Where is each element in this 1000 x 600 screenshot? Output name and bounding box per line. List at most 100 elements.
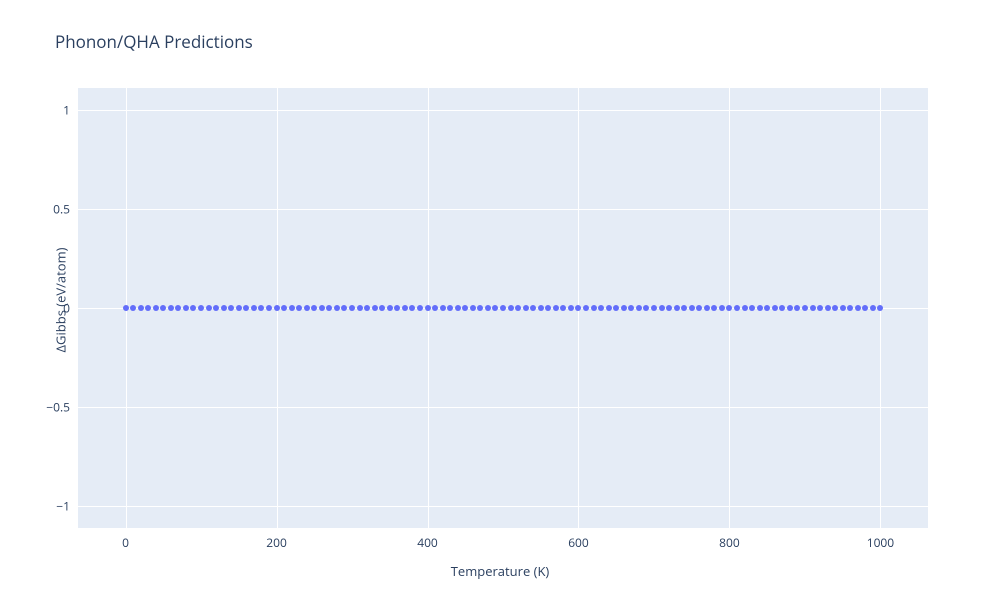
data-point[interactable] — [606, 305, 612, 311]
data-point[interactable] — [530, 305, 536, 311]
data-point[interactable] — [402, 305, 408, 311]
data-point[interactable] — [387, 305, 393, 311]
data-point[interactable] — [123, 305, 129, 311]
data-point[interactable] — [281, 305, 287, 311]
data-point[interactable] — [160, 305, 166, 311]
data-point[interactable] — [243, 305, 249, 311]
data-point[interactable] — [462, 305, 468, 311]
data-point[interactable] — [258, 305, 264, 311]
data-point[interactable] — [636, 305, 642, 311]
data-point[interactable] — [757, 305, 763, 311]
data-point[interactable] — [417, 305, 423, 311]
data-point[interactable] — [153, 305, 159, 311]
data-point[interactable] — [628, 305, 634, 311]
data-point[interactable] — [734, 305, 740, 311]
data-point[interactable] — [810, 305, 816, 311]
data-point[interactable] — [621, 305, 627, 311]
data-point[interactable] — [840, 305, 846, 311]
data-point[interactable] — [130, 305, 136, 311]
data-point[interactable] — [221, 305, 227, 311]
data-point[interactable] — [545, 305, 551, 311]
data-point[interactable] — [787, 305, 793, 311]
data-point[interactable] — [779, 305, 785, 311]
data-point[interactable] — [183, 305, 189, 311]
data-point[interactable] — [311, 305, 317, 311]
data-point[interactable] — [492, 305, 498, 311]
data-point[interactable] — [175, 305, 181, 311]
data-point[interactable] — [689, 305, 695, 311]
data-point[interactable] — [409, 305, 415, 311]
data-point[interactable] — [236, 305, 242, 311]
data-point[interactable] — [726, 305, 732, 311]
data-point[interactable] — [817, 305, 823, 311]
data-point[interactable] — [379, 305, 385, 311]
data-point[interactable] — [568, 305, 574, 311]
data-point[interactable] — [508, 305, 514, 311]
data-point[interactable] — [825, 305, 831, 311]
data-point[interactable] — [198, 305, 204, 311]
data-point[interactable] — [326, 305, 332, 311]
data-point[interactable] — [394, 305, 400, 311]
data-point[interactable] — [455, 305, 461, 311]
data-point[interactable] — [274, 305, 280, 311]
data-point[interactable] — [704, 305, 710, 311]
data-point[interactable] — [304, 305, 310, 311]
data-point[interactable] — [674, 305, 680, 311]
data-point[interactable] — [349, 305, 355, 311]
data-point[interactable] — [470, 305, 476, 311]
data-point[interactable] — [357, 305, 363, 311]
data-point[interactable] — [659, 305, 665, 311]
data-point[interactable] — [847, 305, 853, 311]
data-point[interactable] — [500, 305, 506, 311]
data-point[interactable] — [296, 305, 302, 311]
data-point[interactable] — [742, 305, 748, 311]
data-point[interactable] — [485, 305, 491, 311]
data-point[interactable] — [553, 305, 559, 311]
data-point[interactable] — [764, 305, 770, 311]
data-point[interactable] — [598, 305, 604, 311]
data-point[interactable] — [447, 305, 453, 311]
data-point[interactable] — [870, 305, 876, 311]
data-point[interactable] — [432, 305, 438, 311]
data-point[interactable] — [341, 305, 347, 311]
data-point[interactable] — [855, 305, 861, 311]
data-point[interactable] — [832, 305, 838, 311]
data-point[interactable] — [425, 305, 431, 311]
data-point[interactable] — [440, 305, 446, 311]
data-point[interactable] — [213, 305, 219, 311]
data-point[interactable] — [190, 305, 196, 311]
data-point[interactable] — [643, 305, 649, 311]
data-point[interactable] — [372, 305, 378, 311]
data-point[interactable] — [138, 305, 144, 311]
data-point[interactable] — [575, 305, 581, 311]
data-point[interactable] — [583, 305, 589, 311]
data-point[interactable] — [613, 305, 619, 311]
data-point[interactable] — [228, 305, 234, 311]
data-point[interactable] — [515, 305, 521, 311]
data-point[interactable] — [772, 305, 778, 311]
data-point[interactable] — [145, 305, 151, 311]
data-point[interactable] — [749, 305, 755, 311]
data-point[interactable] — [319, 305, 325, 311]
plot-area[interactable]: 02004006008001000−1−0.500.51 — [78, 88, 928, 528]
data-point[interactable] — [168, 305, 174, 311]
data-point[interactable] — [560, 305, 566, 311]
data-point[interactable] — [651, 305, 657, 311]
data-point[interactable] — [334, 305, 340, 311]
data-point[interactable] — [696, 305, 702, 311]
data-point[interactable] — [794, 305, 800, 311]
data-point[interactable] — [711, 305, 717, 311]
data-point[interactable] — [802, 305, 808, 311]
data-point[interactable] — [364, 305, 370, 311]
data-point[interactable] — [477, 305, 483, 311]
data-point[interactable] — [289, 305, 295, 311]
data-point[interactable] — [251, 305, 257, 311]
data-point[interactable] — [862, 305, 868, 311]
data-point[interactable] — [681, 305, 687, 311]
data-point[interactable] — [719, 305, 725, 311]
data-point[interactable] — [666, 305, 672, 311]
data-point[interactable] — [538, 305, 544, 311]
data-point[interactable] — [206, 305, 212, 311]
data-point[interactable] — [877, 305, 883, 311]
data-point[interactable] — [523, 305, 529, 311]
